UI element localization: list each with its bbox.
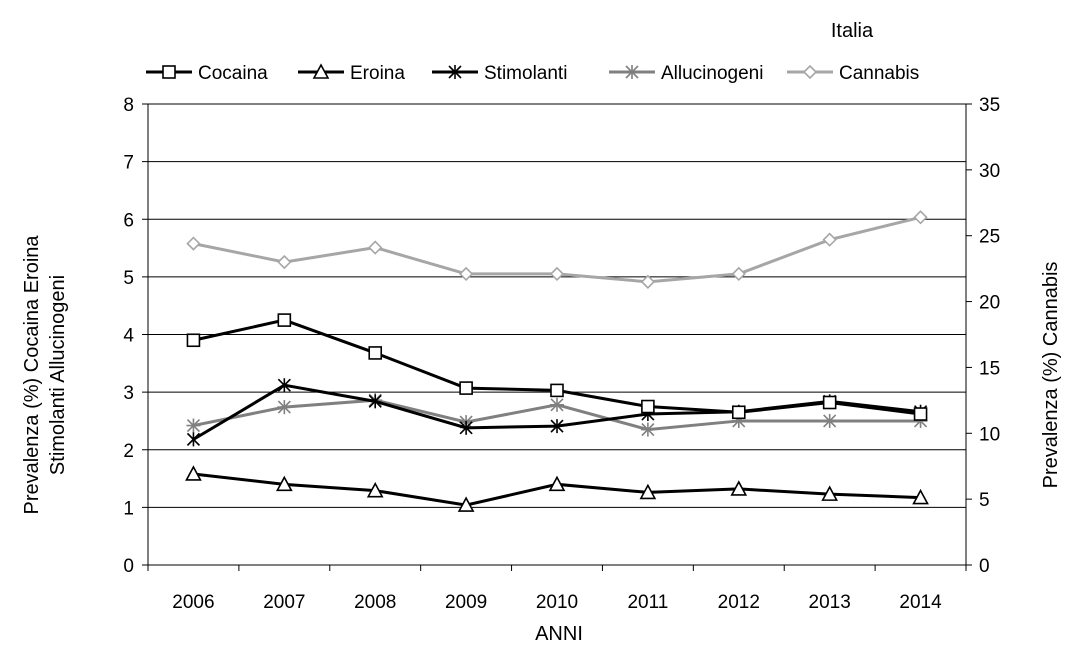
gridlines — [148, 103, 966, 508]
left-tick-label: 1 — [123, 498, 134, 519]
legend-marker-cannabis — [802, 64, 818, 80]
data-point-cannabis — [822, 232, 837, 247]
right-tick-label: 10 — [979, 424, 1000, 445]
data-point-eroina — [366, 481, 384, 498]
legend-label-eroina: Eroina — [350, 63, 405, 84]
x-tick-label: 2012 — [718, 592, 760, 613]
legend-label-cocaina: Cocaina — [198, 63, 268, 84]
left-tick-label: 8 — [123, 95, 134, 116]
data-point-stimolanti — [550, 419, 564, 434]
data-point-cannabis — [640, 274, 656, 289]
data-point-allucinogeni — [186, 418, 201, 433]
series-allucinogeni — [186, 393, 928, 437]
x-tick-label: 2014 — [899, 592, 942, 613]
legend-label-stimolanti: Stimolanti — [484, 63, 567, 84]
data-point-cannabis — [731, 266, 746, 282]
series-cocaina — [186, 313, 928, 421]
x-tick-label: 2007 — [263, 592, 305, 613]
right-tick-label: 15 — [979, 358, 1000, 379]
right-tick-label: 30 — [979, 161, 1000, 182]
data-point-stimolanti — [368, 394, 382, 409]
data-point-allucinogeni — [277, 400, 292, 415]
legend-label-cannabis: Cannabis — [839, 63, 919, 84]
data-point-cannabis — [277, 254, 292, 270]
chart-title: Italia — [831, 20, 874, 42]
right-axis-ticks: 0 5 10 15 20 25 30 35 — [966, 95, 1000, 577]
data-point-cannabis — [458, 266, 474, 282]
legend-item-cannabis: Cannabis — [787, 63, 919, 84]
data-point-allucinogeni — [640, 422, 655, 437]
data-point-cannabis — [549, 266, 565, 282]
series-layer — [185, 210, 929, 512]
legend-item-stimolanti: Stimolanti — [432, 63, 567, 84]
x-tick-label: 2011 — [627, 592, 668, 613]
left-tick-label: 5 — [123, 268, 134, 289]
right-tick-label: 0 — [979, 556, 990, 577]
left-tick-label: 3 — [123, 383, 134, 404]
x-tick-label: 2013 — [809, 592, 851, 613]
data-point-cocaina — [641, 399, 655, 414]
legend-marker-eroina — [312, 63, 330, 79]
data-point-cocaina — [459, 381, 473, 395]
data-point-allucinogeni — [822, 413, 837, 428]
data-point-cocaina — [277, 313, 292, 327]
data-point-cocaina — [186, 333, 201, 348]
data-point-eroina — [185, 465, 202, 481]
data-point-cannabis — [186, 236, 201, 251]
axes — [147, 104, 967, 566]
legend-label-allucinogeni: Allucinogeni — [661, 63, 763, 84]
data-point-eroina — [821, 485, 839, 501]
legend-marker-cocaina — [162, 65, 176, 79]
left-axis-ticks: 0 1 2 3 4 5 6 7 8 — [123, 95, 148, 577]
left-axis-label-line-2: Stimolanti Allucinogeni — [47, 275, 69, 475]
legend: Cocaina Eroina Stimolanti Allucinogeni Canna… — [146, 63, 919, 84]
left-axis-label-line-1: Prevalenza (%) Cocaina Eroina — [21, 235, 43, 515]
legend-marker-stimolanti — [448, 65, 462, 79]
x-axis-label: ANNI — [535, 623, 583, 645]
legend-item-eroina: Eroina — [298, 63, 405, 84]
data-point-stimolanti — [277, 378, 291, 393]
x-tick-label: 2009 — [445, 592, 487, 613]
data-point-stimolanti — [186, 432, 201, 447]
data-point-stimolanti — [459, 420, 473, 435]
left-tick-label: 4 — [123, 326, 134, 347]
left-tick-label: 7 — [123, 153, 134, 174]
legend-marker-allucinogeni — [625, 65, 639, 79]
left-tick-label: 0 — [123, 556, 134, 577]
legend-item-cocaina: Cocaina — [146, 63, 268, 84]
data-point-cocaina — [368, 346, 383, 360]
data-point-eroina — [912, 488, 929, 505]
series-cannabis — [186, 210, 928, 289]
data-point-eroina — [639, 483, 657, 500]
data-point-cocaina — [731, 405, 746, 420]
data-point-allucinogeni — [550, 397, 564, 412]
right-axis-label: Prevalenza (%) Cannabis — [1040, 262, 1062, 489]
data-point-eroina — [275, 475, 293, 492]
data-point-cannabis — [913, 210, 928, 225]
x-tick-label: 2008 — [354, 592, 396, 613]
data-point-cocaina — [913, 407, 928, 421]
right-tick-label: 35 — [979, 95, 1000, 116]
data-point-eroina — [457, 496, 475, 512]
data-point-cannabis — [368, 240, 383, 255]
data-point-cocaina — [550, 383, 564, 398]
x-tick-label: 2006 — [172, 592, 214, 613]
right-tick-label: 25 — [979, 227, 1000, 248]
series-eroina — [185, 465, 929, 512]
left-tick-label: 2 — [123, 441, 134, 462]
data-point-eroina — [548, 475, 566, 492]
data-point-eroina — [730, 480, 748, 496]
left-tick-label: 6 — [123, 210, 134, 231]
data-point-cocaina — [822, 395, 837, 410]
right-tick-label: 20 — [979, 293, 1000, 314]
x-axis-ticks: 2006 2007 2008 2009 2010 2011 2012 2013 2014 — [147, 565, 967, 613]
legend-item-allucinogeni: Allucinogeni — [609, 63, 763, 84]
right-tick-label: 5 — [979, 490, 990, 511]
x-tick-label: 2010 — [536, 592, 578, 613]
